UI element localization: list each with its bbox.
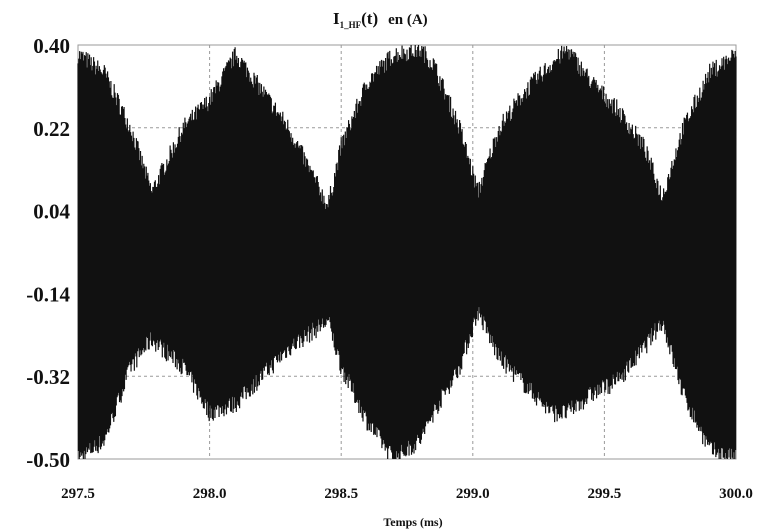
y-tick-label: -0.14 [26, 282, 70, 306]
x-tick-label: 300.0 [719, 486, 753, 502]
x-tick-label: 299.0 [456, 486, 490, 502]
title-main: I [333, 9, 340, 28]
x-axis-label: Temps (ms) [383, 515, 442, 529]
title-suffix: (t) [361, 9, 378, 28]
x-tick-label: 298.0 [193, 486, 227, 502]
y-tick-label: -0.50 [26, 448, 70, 472]
x-axis-ticks: 297.5 298.0 298.5 299.0 299.5 300.0 [61, 486, 753, 502]
title-subscript: 1_HF [340, 20, 362, 30]
x-tick-label: 297.5 [61, 486, 95, 502]
signal-line [77, 44, 737, 460]
x-tick-label: 299.5 [588, 486, 622, 502]
y-tick-label: -0.32 [26, 365, 70, 389]
y-tick-label: 0.04 [33, 200, 70, 224]
y-axis-ticks: 0.40 0.22 0.04 -0.14 -0.32 -0.50 [26, 34, 70, 472]
x-tick-label: 298.5 [324, 486, 358, 502]
y-tick-label: 0.22 [33, 117, 70, 141]
title-unit: en (A) [388, 12, 428, 28]
signal-series [77, 44, 737, 460]
chart-title: I1_HF(t) en (A) [333, 9, 428, 30]
y-tick-label: 0.40 [33, 34, 70, 58]
